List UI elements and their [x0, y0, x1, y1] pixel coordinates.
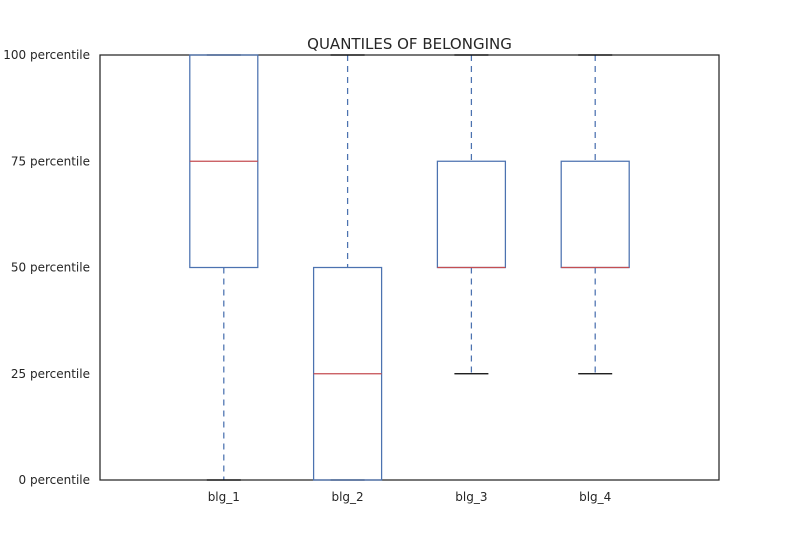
y-tick-label: 50 percentile: [11, 261, 90, 275]
box-blg_3: [436, 54, 507, 375]
x-axis-ticks: blg_1 blg_2 blg_3 blg_4: [208, 490, 612, 504]
x-tick-label: blg_3: [455, 490, 487, 504]
iqr-box: [560, 160, 630, 269]
iqr-box: [436, 160, 507, 269]
box-blg_2: [312, 54, 383, 481]
box-blg_4: [560, 54, 630, 375]
y-tick-label: 25 percentile: [11, 367, 90, 381]
box-blg_1: [189, 54, 259, 481]
x-tick-label: blg_1: [208, 490, 240, 504]
y-axis-ticks: 0 percentile 25 percentile 50 percentile 75…: [3, 48, 90, 487]
y-tick-label: 75 percentile: [11, 154, 90, 168]
box-series: [189, 54, 630, 481]
y-tick-label: 0 percentile: [19, 473, 90, 487]
chart-title: QUANTILES OF BELONGING: [307, 35, 512, 53]
x-tick-label: blg_2: [331, 490, 363, 504]
y-tick-label: 100 percentile: [3, 48, 90, 62]
plot-area-frame: [99, 54, 720, 481]
x-tick-label: blg_4: [579, 490, 611, 504]
